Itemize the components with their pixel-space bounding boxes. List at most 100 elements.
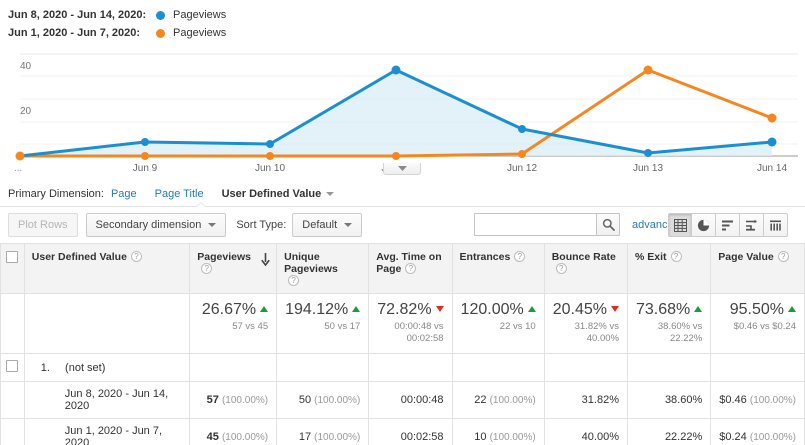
report-table: User Defined Value? Pageviews ? Unique P… [0, 243, 805, 445]
primary-dimension-page-title[interactable]: Page Title [154, 188, 204, 200]
row-checkbox-cell [0, 381, 25, 419]
table-header-row: User Defined Value? Pageviews ? Unique P… [0, 243, 805, 294]
summary-pageviews-value: 26.67% [201, 301, 257, 318]
secondary-dimension-button[interactable]: Secondary dimension [85, 213, 227, 237]
help-icon[interactable]: ? [555, 263, 567, 274]
search-input[interactable] [474, 213, 596, 236]
primary-dimension-bar: Primary Dimension: Page Page Title User … [0, 188, 805, 200]
view-type-switcher [668, 213, 788, 237]
column-header-bounce-rate[interactable]: Bounce Rate ? [543, 243, 628, 294]
summary-bounce-rate: 20.45% 31.82% vs 40.00% [543, 293, 628, 354]
help-icon[interactable]: ? [514, 251, 526, 262]
help-icon[interactable]: ? [288, 275, 300, 286]
select-all-checkbox[interactable] [6, 251, 19, 263]
column-header-entrances[interactable]: Entrances? [451, 243, 545, 294]
summary-page-value: 95.50% $0.46 vs $0.24 [710, 293, 805, 354]
table-row[interactable]: Jun 8, 2020 - Jun 14, 2020 57 (100.00%) … [0, 381, 805, 419]
trend-up-icon [788, 306, 796, 312]
legend-range-previous: Jun 1, 2020 - Jun 7, 2020: [8, 27, 141, 39]
pivot-view-icon[interactable] [764, 213, 788, 237]
row-bounce-rate-cell [543, 353, 628, 382]
primary-dimension-user-defined-value[interactable]: User Defined Value [222, 188, 335, 200]
row-pageviews-pct: (100.00%) [221, 432, 269, 443]
row-dimension-value: (not set) [65, 361, 106, 374]
legend-label-current: Pageviews [173, 9, 227, 21]
help-icon[interactable]: ? [777, 251, 789, 262]
row-page-value-cell: $0.24 (100.00%) [710, 418, 805, 445]
advanced-link[interactable]: advanced [632, 218, 680, 231]
series-points-current [141, 65, 777, 157]
summary-pageviews: 26.67% 57 vs 45 [189, 293, 278, 354]
primary-dimension-page[interactable]: Page [110, 188, 137, 200]
column-header-user-defined-value[interactable]: User Defined Value? [23, 243, 191, 294]
row-bounce-rate-value: 31.82% [581, 394, 619, 406]
column-header-page-value[interactable]: Page Value? [710, 243, 805, 294]
search-button[interactable] [596, 213, 620, 236]
row-unique-pageviews-pct: (100.00%) [314, 395, 361, 406]
summary-pageviews-sub: 57 vs 45 [232, 321, 269, 332]
row-avg-time-value: 00:02:58 [400, 431, 444, 443]
row-pct-exit-cell: 38.60% [626, 381, 712, 419]
table-row[interactable]: 1. (not set) [0, 353, 805, 382]
help-icon[interactable]: ? [130, 251, 142, 262]
horizontal-bars-icon [722, 220, 733, 230]
trend-up-icon [527, 306, 536, 312]
table-row[interactable]: Jun 1, 2020 - Jun 7, 2020 45 (100.00%) 1… [0, 418, 805, 445]
trend-up-icon [352, 306, 361, 312]
summary-unique-pageviews-value: 194.12% [285, 301, 349, 318]
help-icon[interactable]: ? [201, 263, 213, 274]
chevron-down-icon [397, 166, 407, 171]
primary-dimension-divider [0, 206, 805, 207]
column-header-pageviews[interactable]: Pageviews ? [189, 243, 278, 294]
row-bounce-rate-cell: 31.82% [543, 381, 628, 419]
legend-dot-blue [156, 10, 165, 20]
pie-chart-view-icon[interactable] [692, 213, 716, 237]
chart-legend: Jun 8, 2020 - Jun 14, 2020: Pageviews Ju… [0, 0, 805, 42]
timeline-chart[interactable]: 40 20 [0, 48, 805, 178]
legend-row-previous: Jun 1, 2020 - Jun 7, 2020: Pageviews [8, 24, 805, 42]
help-icon[interactable]: ? [405, 263, 417, 274]
row-unique-pageviews-pct: (100.00%) [314, 432, 361, 443]
comparison-icon [746, 219, 757, 231]
table-view-icon[interactable] [668, 213, 692, 237]
primary-dimension-active-notch [196, 201, 207, 207]
row-index: 1. [40, 361, 50, 374]
summary-pct-exit-value: 73.68% [635, 301, 691, 318]
row-avg-time-cell [368, 353, 453, 382]
column-header-pct-exit[interactable]: % Exit? [626, 243, 712, 294]
row-entrances-cell [451, 353, 545, 382]
row-pageviews-pct: (100.00%) [221, 395, 269, 406]
summary-unique-pageviews: 194.12% 50 vs 17 [276, 293, 370, 354]
row-bounce-rate-cell: 40.00% [543, 418, 628, 445]
row-entrances-pct: (100.00%) [489, 432, 536, 443]
series-points-previous [15, 65, 777, 161]
pivot-table-icon [770, 220, 781, 231]
plot-rows-button[interactable]: Plot Rows [8, 213, 78, 237]
chevron-down-icon [344, 223, 353, 227]
row-page-value-value: $0.46 [719, 394, 747, 406]
comparison-view-icon[interactable] [740, 213, 764, 237]
chevron-down-icon [326, 192, 335, 197]
summary-pct-exit-sub: 38.60% vs 22.22% [657, 321, 703, 344]
table-grid-icon [673, 218, 687, 232]
column-header-avg-time-on-page[interactable]: Avg. Time on Page? [368, 243, 453, 294]
row-label-cell: Jun 1, 2020 - Jun 7, 2020 [23, 418, 191, 445]
row-avg-time-cell: 00:02:58 [368, 418, 453, 445]
sort-type-label: Sort Type: [236, 219, 287, 231]
select-all-header [0, 243, 25, 294]
legend-dot-orange [156, 28, 165, 38]
summary-page-value-sub: $0.46 vs $0.24 [733, 321, 796, 332]
row-checkbox[interactable] [6, 360, 19, 372]
row-checkbox-cell [0, 418, 25, 445]
sort-type-button[interactable]: Default [292, 213, 363, 237]
performance-view-icon[interactable] [716, 213, 740, 237]
trend-down-icon [610, 306, 619, 312]
help-icon[interactable]: ? [670, 251, 682, 262]
column-header-unique-pageviews[interactable]: Unique Pageviews ? [276, 243, 370, 294]
column-label-pct-exit: % Exit [634, 251, 667, 263]
xtick-jun-10: Jun 10 [255, 163, 285, 174]
chart-collapse-toggle[interactable] [383, 163, 421, 175]
row-page-value-pct: (100.00%) [749, 395, 796, 406]
row-unique-pageviews-value: 17 [298, 431, 312, 443]
row-period-label: Jun 8, 2020 - Jun 14, 2020 [64, 388, 169, 412]
